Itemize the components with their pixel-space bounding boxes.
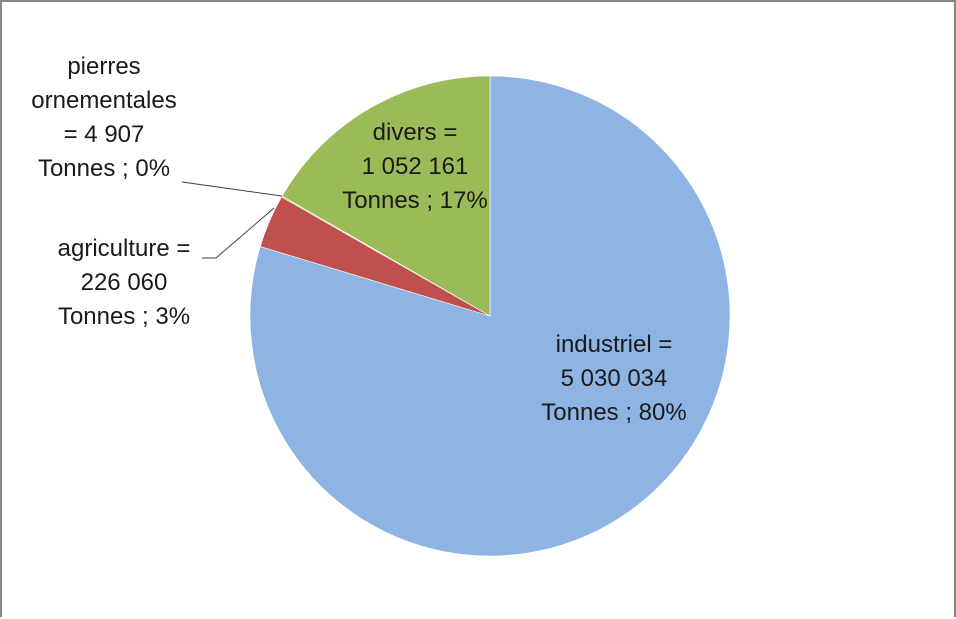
leader-line-agriculture — [202, 207, 275, 259]
leader-lines-layer — [181, 181, 283, 259]
data-label-line: 1 052 161 — [362, 153, 469, 180]
data-label-line: Tonnes ; 80% — [541, 399, 686, 426]
data-label-line: 5 030 034 — [561, 365, 668, 392]
leader-line-pierres-ornementales — [181, 181, 283, 197]
data-label-line: pierres — [67, 53, 140, 80]
slices-layer — [249, 75, 731, 557]
data-label-industriel: industriel = 5 030 034 Tonnes ; 80% — [541, 331, 686, 426]
data-label-divers: divers = 1 052 161 Tonnes ; 17% — [342, 119, 487, 214]
data-label-line: = 4 907 — [64, 121, 145, 148]
data-label-line: Tonnes ; 0% — [38, 155, 170, 182]
data-label-line: agriculture = — [58, 235, 191, 262]
pie-slice-divers — [281, 75, 491, 317]
data-label-line: ornementales — [31, 87, 176, 114]
data-label-line: industriel = — [556, 331, 673, 358]
data-label-line: Tonnes ; 17% — [342, 187, 487, 214]
labels-layer: industriel = 5 030 034 Tonnes ; 80% agricul… — [31, 53, 686, 426]
data-label-line: divers = — [373, 119, 458, 146]
data-label-line: Tonnes ; 3% — [58, 303, 190, 330]
data-label-line: 226 060 — [81, 269, 168, 296]
data-label-pierres-ornementales: pierres ornementales = 4 907 Tonnes ; 0% — [31, 53, 176, 182]
data-label-agriculture: agriculture = 226 060 Tonnes ; 3% — [58, 235, 191, 330]
